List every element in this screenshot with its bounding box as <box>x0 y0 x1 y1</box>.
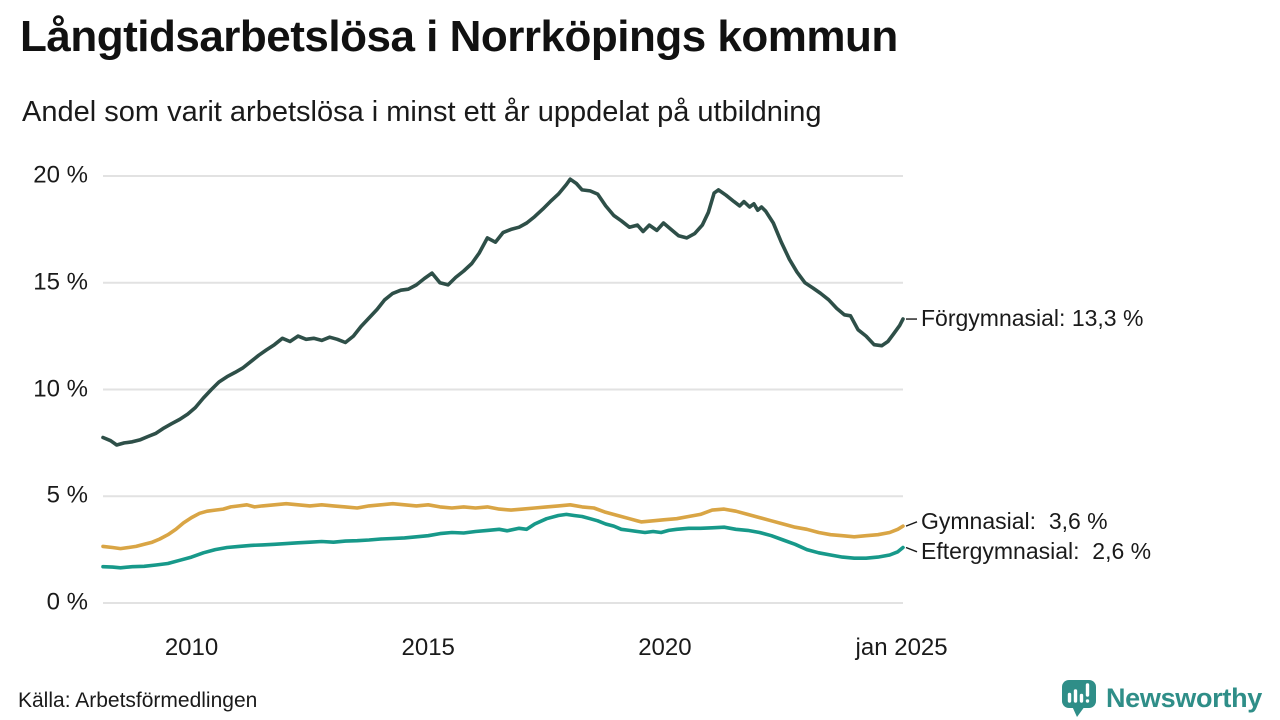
series-end-label-förgymnasial: Förgymnasial: 13,3 % <box>921 304 1144 331</box>
label-connector <box>905 546 918 553</box>
newsworthy-logo: Newsworthy <box>1060 676 1262 720</box>
x-axis-label: 2010 <box>164 634 219 661</box>
label-connector <box>905 521 918 527</box>
page-title: Långtidsarbetslösa i Norrköpings kommun <box>20 12 898 61</box>
newsworthy-wordmark: Newsworthy <box>1105 682 1262 713</box>
y-axis-label: 5 % <box>46 481 88 509</box>
chart-subtitle: Andel som varit arbetslösa i minst ett å… <box>22 96 822 128</box>
x-axis-label: 2015 <box>401 634 455 661</box>
source-note: Källa: Arbetsförmedlingen <box>18 689 258 712</box>
x-axis-label: jan 2025 <box>855 634 948 661</box>
y-axis-label: 15 % <box>33 268 88 296</box>
series-line-gymnasial <box>101 501 905 551</box>
y-axis-label: 20 % <box>33 161 88 189</box>
series-end-label-eftergymnasial: Eftergymnasial: 2,6 % <box>921 537 1152 564</box>
y-axis-label: 0 % <box>46 588 88 616</box>
series-end-label-gymnasial: Gymnasial: 3,6 % <box>921 507 1108 534</box>
y-axis-label: 10 % <box>33 374 88 402</box>
series-line-förgymnasial <box>101 177 905 447</box>
series-line-eftergymnasial <box>101 512 905 570</box>
x-axis-label: 2020 <box>638 634 692 661</box>
newsworthy-speech-bubble-bar-chart-icon <box>1061 680 1096 717</box>
